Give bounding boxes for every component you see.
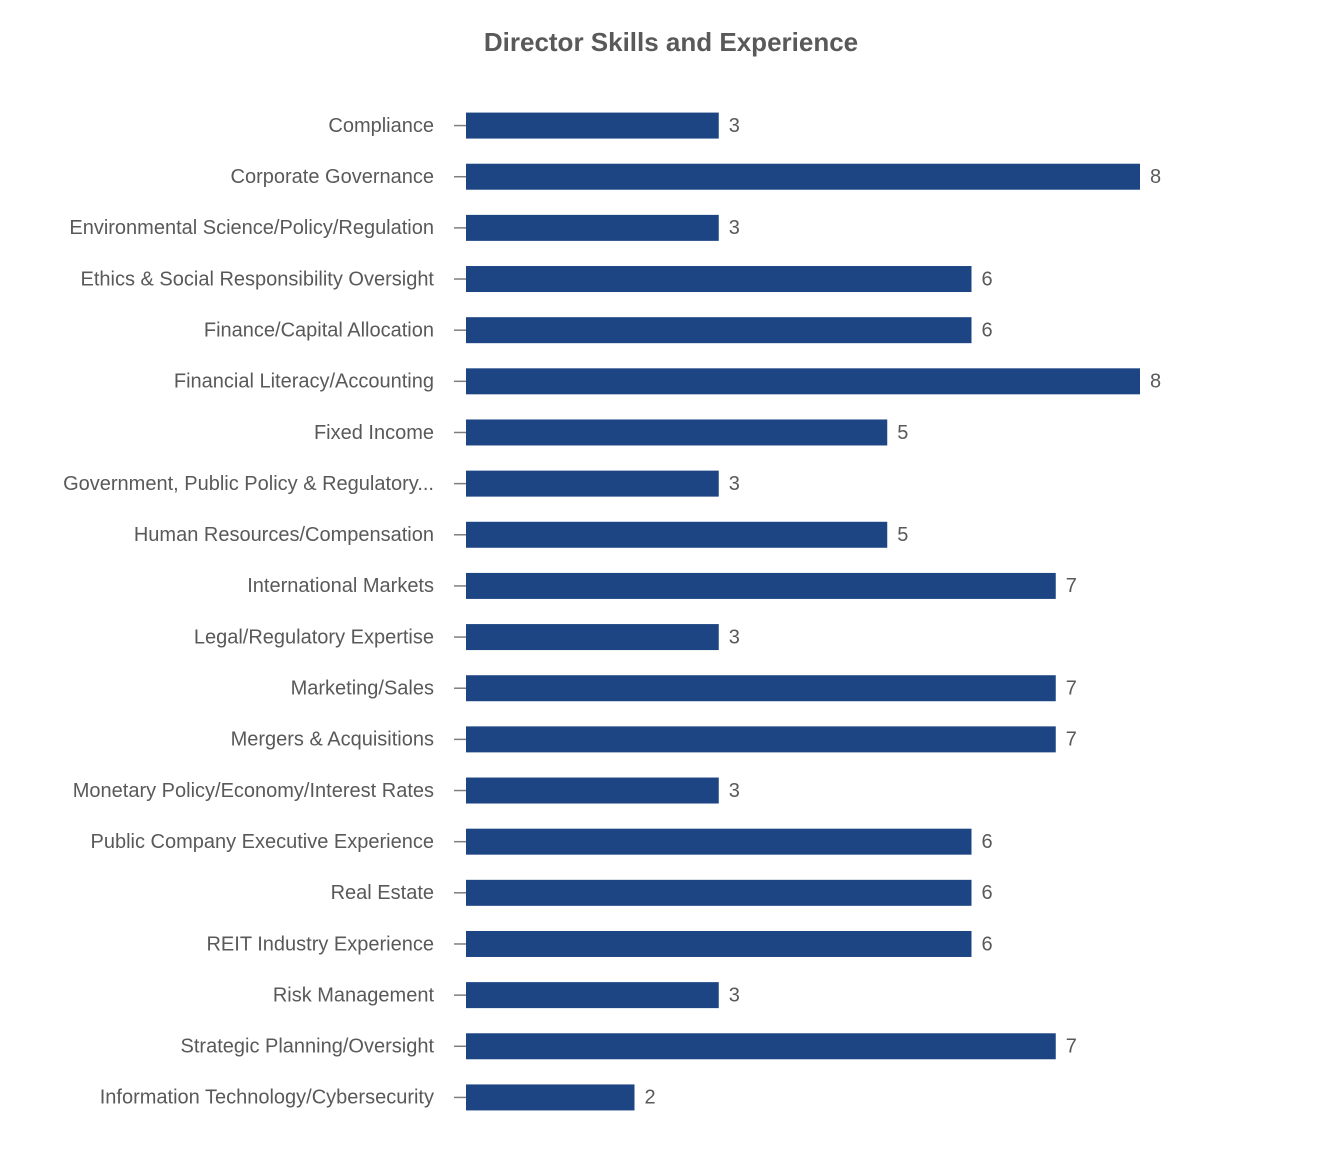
value-label: 6 — [982, 268, 993, 290]
value-label: 7 — [1066, 1036, 1077, 1058]
y-tick-label: Corporate Governance — [231, 166, 434, 188]
bar — [466, 1033, 1056, 1060]
chart-title: Director Skills and Experience — [484, 27, 858, 57]
y-tick-label: Human Resources/Compensation — [134, 524, 434, 546]
bar — [466, 1084, 635, 1111]
bar — [466, 112, 719, 139]
y-tick-label: Strategic Planning/Oversight — [181, 1036, 435, 1058]
bar — [466, 572, 1056, 599]
bar — [466, 266, 972, 293]
y-tick-label: Compliance — [328, 115, 434, 137]
value-label: 5 — [897, 524, 908, 546]
y-tick-label: Mergers & Acquisitions — [231, 729, 434, 751]
y-tick-label: Finance/Capital Allocation — [204, 319, 434, 341]
bar — [466, 726, 1056, 753]
value-label: 8 — [1150, 371, 1161, 393]
bar — [466, 828, 972, 855]
y-tick-label: Marketing/Sales — [291, 678, 434, 700]
bar — [466, 163, 1140, 190]
bar — [466, 879, 972, 906]
value-label: 6 — [982, 831, 993, 853]
y-tick-label: Government, Public Policy & Regulatory..… — [63, 473, 434, 495]
y-tick-label: Financial Literacy/Accounting — [174, 371, 434, 393]
bar — [466, 521, 888, 548]
y-tick-label: Monetary Policy/Economy/Interest Rates — [73, 780, 434, 802]
bar — [466, 675, 1056, 702]
y-tick-label: Ethics & Social Responsibility Oversight — [81, 268, 435, 290]
bar — [466, 624, 719, 651]
y-tick-label: Public Company Executive Experience — [90, 831, 434, 853]
bar — [466, 368, 1140, 395]
value-label: 7 — [1066, 729, 1077, 751]
y-tick-label: Risk Management — [273, 984, 435, 1006]
value-label: 2 — [645, 1087, 656, 1109]
y-tick-label: Fixed Income — [314, 422, 434, 444]
value-label: 3 — [729, 473, 740, 495]
value-label: 3 — [729, 217, 740, 239]
y-tick-label: Real Estate — [331, 882, 434, 904]
y-tick-label: Legal/Regulatory Expertise — [194, 626, 434, 648]
bar — [466, 470, 719, 497]
y-tick-label: Environmental Science/Policy/Regulation — [69, 217, 434, 239]
value-label: 6 — [982, 319, 993, 341]
y-tick-label: Information Technology/Cybersecurity — [100, 1087, 434, 1109]
value-label: 3 — [729, 984, 740, 1006]
value-label: 6 — [982, 882, 993, 904]
bar — [466, 214, 719, 241]
value-label: 8 — [1150, 166, 1161, 188]
value-label: 6 — [982, 933, 993, 955]
bar — [466, 982, 719, 1009]
y-tick-label: REIT Industry Experience — [206, 933, 434, 955]
value-label: 3 — [729, 626, 740, 648]
value-label: 5 — [897, 422, 908, 444]
bar — [466, 419, 888, 446]
value-label: 3 — [729, 115, 740, 137]
value-label: 7 — [1066, 678, 1077, 700]
bar — [466, 777, 719, 804]
value-label: 3 — [729, 780, 740, 802]
y-tick-label: International Markets — [247, 575, 434, 597]
value-label: 7 — [1066, 575, 1077, 597]
bar — [466, 930, 972, 957]
bar — [466, 317, 972, 344]
